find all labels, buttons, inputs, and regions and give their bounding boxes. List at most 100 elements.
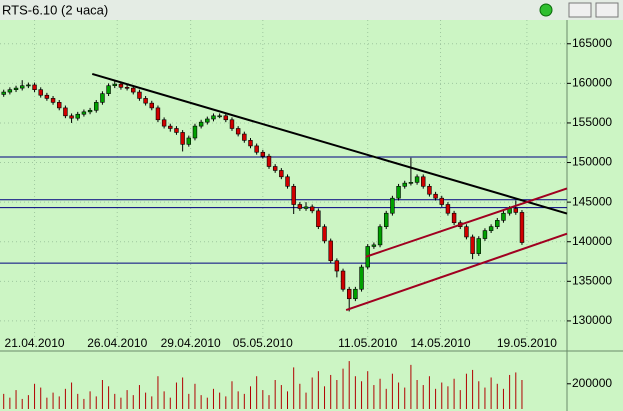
candle-body: [106, 85, 111, 94]
candle-body: [1, 91, 6, 95]
y-tick-label: 150000: [572, 155, 612, 169]
close-button[interactable]: [595, 2, 619, 18]
plot-background: [0, 20, 623, 411]
candle-body: [63, 107, 68, 117]
candle-body: [254, 145, 259, 153]
candle-body: [180, 132, 185, 145]
x-tick-label: 26.04.2010: [87, 336, 147, 350]
candle-body: [371, 244, 377, 247]
candle-body: [192, 125, 198, 139]
candle-body: [451, 212, 457, 224]
candle-body: [223, 115, 229, 121]
candle-body: [328, 240, 333, 262]
candle-body: [396, 185, 401, 199]
candle-body: [359, 266, 364, 290]
candle-body: [414, 176, 420, 183]
candle-body: [57, 102, 62, 109]
candle-body: [186, 137, 192, 145]
candle-body: [124, 87, 130, 89]
candle-body: [519, 212, 525, 243]
candle-body: [439, 197, 444, 205]
candle-body: [464, 226, 469, 238]
candle-body: [390, 197, 395, 214]
status-icon: [539, 3, 553, 17]
candle-body: [87, 109, 93, 113]
candle-body: [272, 166, 278, 171]
candle-body: [217, 115, 222, 118]
candle-body: [501, 212, 506, 221]
candle-body: [488, 226, 494, 231]
candle-body: [408, 182, 414, 184]
candle-body: [316, 210, 321, 227]
candle-body: [131, 87, 136, 93]
candle-body: [421, 176, 426, 187]
candle-body: [285, 176, 290, 187]
chart-title: RTS-6.10 (2 часа): [2, 2, 108, 17]
candle-body: [100, 93, 105, 103]
candle-body: [303, 206, 309, 209]
candle-body: [229, 119, 235, 129]
candle-body: [384, 212, 389, 227]
minimize-button[interactable]: [568, 2, 592, 18]
candle-body: [346, 288, 352, 300]
candle-body: [445, 204, 451, 214]
y-tick-label: 140000: [572, 234, 612, 248]
y-tick-label: 135000: [572, 273, 612, 287]
candle-body: [26, 84, 31, 87]
candle-body: [248, 140, 253, 147]
candle-body: [19, 85, 25, 89]
candle-body: [205, 118, 210, 123]
y-tick-label: 155000: [572, 115, 612, 129]
candle-body: [433, 193, 438, 199]
candle-body: [137, 91, 142, 99]
candle-body: [260, 151, 266, 157]
y-tick-label: 130000: [572, 313, 612, 327]
candle-body: [198, 121, 204, 127]
x-tick-label: 19.05.2010: [497, 336, 557, 350]
candle-body: [513, 208, 519, 213]
candle-body: [377, 226, 383, 246]
candle-body: [242, 133, 247, 141]
candle-body: [81, 111, 87, 115]
x-tick-label: 14.05.2010: [410, 336, 470, 350]
candle-body: [75, 113, 80, 119]
title-bar: [0, 0, 623, 20]
x-tick-label: 05.05.2010: [233, 336, 293, 350]
candle-body: [211, 115, 216, 120]
candle-body: [7, 89, 13, 93]
candle-body: [334, 260, 340, 272]
y-tick-label: 145000: [572, 194, 612, 208]
candle-body: [168, 125, 173, 129]
candle-body: [476, 238, 481, 254]
candle-body: [155, 107, 161, 121]
candle-body: [402, 182, 407, 187]
candle-body: [235, 128, 241, 135]
candle-body: [353, 288, 358, 300]
candle-body: [309, 206, 315, 212]
candle-body: [297, 204, 303, 209]
y-tick-label: 200000: [572, 376, 612, 390]
y-tick-label: 165000: [572, 36, 612, 50]
x-tick-label: 21.04.2010: [5, 336, 65, 350]
candle-body: [32, 84, 37, 90]
candle-body: [149, 102, 154, 109]
candle-body: [427, 185, 432, 195]
candle-body: [482, 230, 488, 239]
candle-body: [112, 83, 117, 87]
x-tick-label: 29.04.2010: [161, 336, 221, 350]
candle-body: [340, 270, 346, 290]
x-tick-label: 11.05.2010: [338, 336, 397, 350]
candle-body: [279, 170, 284, 178]
candle-body: [322, 226, 327, 242]
candle-body: [161, 119, 167, 127]
candle-body: [174, 128, 179, 133]
candle-body: [495, 220, 500, 227]
candle-body: [94, 102, 99, 111]
candle-body: [143, 98, 148, 104]
candle-body: [266, 155, 272, 167]
candle-body: [69, 115, 74, 119]
trend-line: [91, 72, 568, 215]
candle-body: [470, 236, 475, 254]
trend-line: [345, 232, 568, 312]
